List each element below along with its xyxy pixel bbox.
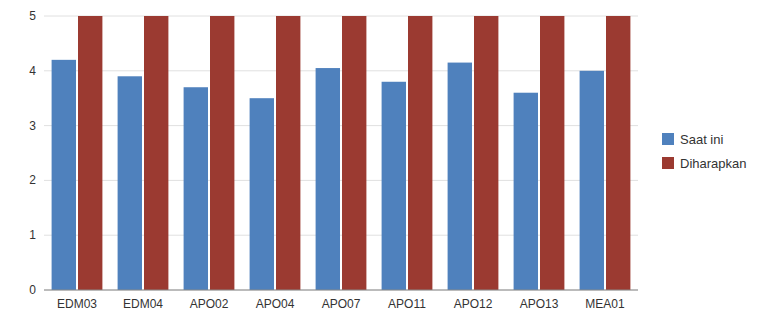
bar	[78, 16, 102, 290]
x-tick-label: EDM04	[123, 297, 163, 311]
legend-label: Saat ini	[680, 132, 723, 147]
x-tick-label: MEA01	[585, 297, 625, 311]
bar	[342, 16, 366, 290]
bar	[316, 68, 340, 290]
legend-swatch	[662, 157, 674, 169]
y-tick-label: 2	[29, 173, 36, 187]
y-axis: 0 1 2 3 4 5	[29, 9, 638, 297]
bar	[52, 60, 76, 290]
bar	[118, 76, 142, 290]
bar	[606, 16, 630, 290]
y-tick-label: 5	[29, 9, 36, 23]
legend-swatch	[662, 133, 674, 145]
legend: Saat ini Diharapkan	[662, 132, 747, 171]
bar	[382, 82, 406, 290]
bar	[540, 16, 564, 290]
bar	[250, 98, 274, 290]
bar	[184, 87, 208, 290]
x-tick-label: APO12	[454, 297, 493, 311]
bars	[52, 16, 631, 290]
x-tick-label: APO07	[322, 297, 361, 311]
x-tick-label: APO04	[256, 297, 295, 311]
x-tick-label: APO11	[388, 297, 426, 311]
y-tick-label: 0	[29, 283, 36, 297]
bar	[474, 16, 498, 290]
x-tick-label: APO13	[520, 297, 559, 311]
bar	[408, 16, 432, 290]
x-axis: EDM03 EDM04 APO02 APO04 APO07 APO11 APO12 APO13…	[44, 290, 638, 311]
x-tick-label: EDM03	[57, 297, 97, 311]
bar	[144, 16, 168, 290]
bar	[580, 71, 604, 290]
bar	[210, 16, 234, 290]
x-tick-label: APO02	[190, 297, 229, 311]
legend-label: Diharapkan	[680, 156, 747, 171]
chart-svg: 0 1 2 3 4 5 EDM03 EDM04 APO02 APO04 APO07 APO11 APO1…	[0, 0, 778, 324]
x-axis-line	[44, 290, 638, 291]
y-tick-label: 1	[29, 228, 36, 242]
bar	[514, 93, 538, 290]
y-tick-label: 3	[29, 119, 36, 133]
bar	[276, 16, 300, 290]
chart-container: 0 1 2 3 4 5 EDM03 EDM04 APO02 APO04 APO07 APO11 APO1…	[0, 0, 778, 324]
bar	[448, 63, 472, 290]
y-tick-label: 4	[29, 64, 36, 78]
grid-line	[44, 290, 638, 291]
